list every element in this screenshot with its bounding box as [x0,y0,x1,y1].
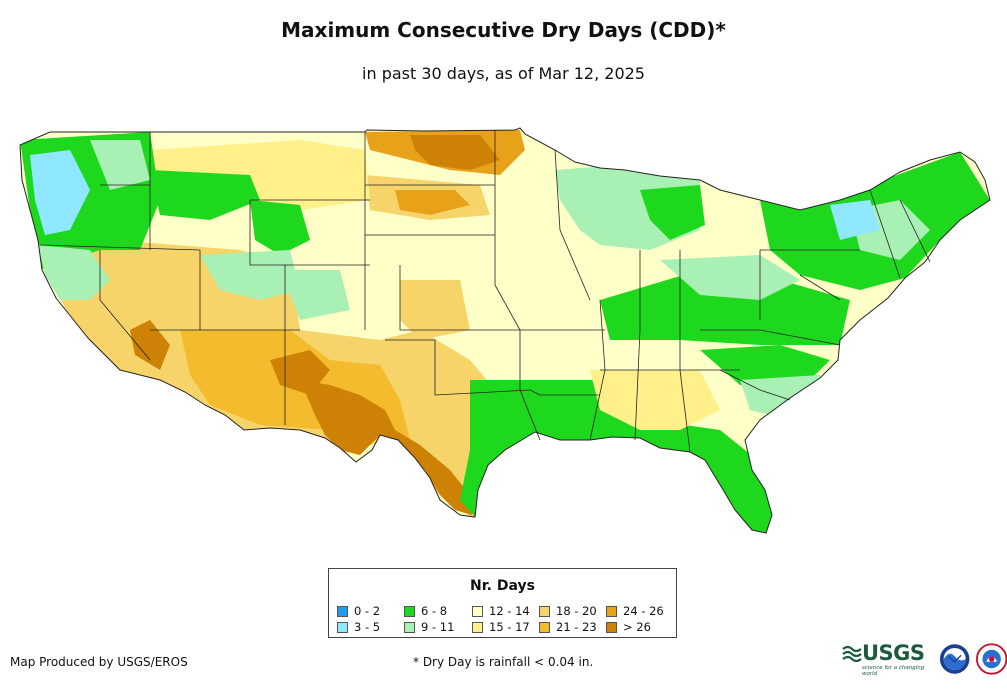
legend-swatch [606,621,617,633]
legend-title: Nr. Days [470,578,535,594]
usgs-wave-icon [842,645,862,663]
map-subtitle: in past 30 days, as of Mar 12, 2025 [362,64,645,83]
legend-label: 18 - 20 [556,604,597,618]
legend-label: 6 - 8 [421,604,448,618]
usgs-tagline: science for a changing world [862,665,925,677]
legend: Nr. Days 0 - 2 3 - 5 6 - 8 9 - 11 12 - 1… [328,568,677,638]
legend-label: 15 - 17 [489,620,530,634]
legend-item: 3 - 5 [337,620,380,634]
legend-swatch [606,605,617,617]
legend-item: 12 - 14 [472,604,530,618]
legend-swatch [539,621,550,633]
legend-swatch [404,621,415,633]
legend-label: 9 - 11 [421,620,455,634]
state-boundaries [39,130,931,453]
legend-swatch [337,621,348,633]
legend-item: 18 - 20 [539,604,597,618]
agency-logos: USGS science for a changing world [842,641,1007,677]
legend-label: 24 - 26 [623,604,664,618]
map-title: Maximum Consecutive Dry Days (CDD)* [281,18,726,42]
legend-swatch [404,605,415,617]
cdd-map [19,127,991,534]
legend-item: > 26 [606,620,651,634]
legend-label: 0 - 2 [354,604,381,618]
legend-label: 3 - 5 [354,620,381,634]
usgs-logo: USGS science for a changing world [842,641,933,677]
usgs-wordmark: USGS [862,641,925,665]
legend-item: 15 - 17 [472,620,530,634]
legend-item: 24 - 26 [606,604,664,618]
legend-item: 0 - 2 [337,604,380,618]
legend-label: > 26 [623,620,651,634]
legend-item: 9 - 11 [404,620,454,634]
nws-logo-icon [975,643,1007,675]
legend-item: 6 - 8 [404,604,447,618]
noaa-logo-icon [940,644,970,674]
legend-swatch [472,621,483,633]
legend-item: 21 - 23 [539,620,597,634]
producer-credit: Map Produced by USGS/EROS [10,655,188,669]
legend-swatch [539,605,550,617]
dry-day-note: * Dry Day is rainfall < 0.04 in. [413,655,594,669]
legend-swatch [337,605,348,617]
legend-label: 21 - 23 [556,620,597,634]
legend-swatch [472,605,483,617]
legend-label: 12 - 14 [489,604,530,618]
